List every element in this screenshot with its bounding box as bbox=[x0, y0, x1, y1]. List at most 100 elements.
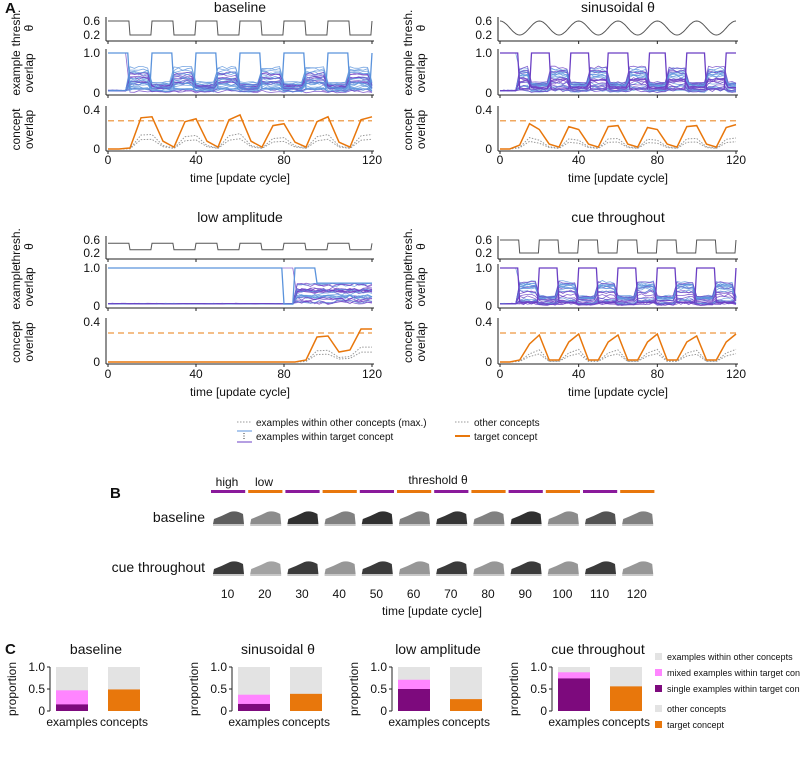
shoe-image bbox=[547, 561, 579, 576]
shoe-sole bbox=[324, 574, 356, 576]
shoe-sole bbox=[399, 574, 430, 576]
threshold-phase-bar bbox=[471, 490, 506, 493]
y-axis-title: proportion bbox=[187, 662, 201, 716]
example-overlap-axis-label: overlap bbox=[22, 53, 36, 93]
y-tick-label: 0 bbox=[220, 704, 227, 718]
shoe-image bbox=[250, 511, 282, 526]
shoe-sole bbox=[213, 574, 244, 576]
concept-overlap-axis-label: concept bbox=[401, 320, 415, 363]
thresh-tick-label: 0.6 bbox=[83, 233, 100, 247]
threshold-phase-bar bbox=[434, 490, 469, 493]
threshold-phase-bar bbox=[508, 490, 543, 493]
y-tick-label: 0 bbox=[380, 704, 387, 718]
y-tick-label: 0.5 bbox=[210, 682, 227, 696]
example-tick-label: 0 bbox=[485, 86, 492, 100]
target-example-trace bbox=[500, 52, 736, 90]
thresh-axis-label: θ bbox=[414, 24, 428, 31]
shoe-shape bbox=[361, 511, 393, 524]
shoe-sole bbox=[436, 524, 468, 526]
time-label: 20 bbox=[258, 587, 272, 601]
bar-concepts-target bbox=[290, 693, 322, 711]
concept-overlap-axis-label: overlap bbox=[22, 322, 36, 362]
thresh-axis-label: thresh. bbox=[401, 10, 415, 47]
bar-chart-title: low amplitude bbox=[395, 641, 481, 657]
threshold-phase-bar bbox=[211, 490, 246, 493]
threshold-phase-bar bbox=[322, 490, 357, 493]
x-tick-label: 80 bbox=[277, 367, 291, 381]
time-label: 70 bbox=[444, 587, 458, 601]
shoe-sole bbox=[250, 524, 282, 526]
panel-label-b: B bbox=[110, 485, 121, 502]
bar-examples-single bbox=[238, 703, 270, 711]
time-label: 110 bbox=[590, 587, 609, 601]
shoe-sole bbox=[585, 574, 616, 576]
shoe-shape bbox=[287, 561, 319, 574]
example-overlap-trace bbox=[499, 88, 737, 93]
threshold-line bbox=[108, 20, 373, 36]
x-tick-label: 80 bbox=[651, 367, 665, 381]
low-label: low bbox=[255, 475, 273, 489]
target-concept-line bbox=[108, 328, 372, 363]
subplot-title: sinusoidal θ bbox=[581, 0, 655, 15]
shoe-shape bbox=[361, 561, 393, 574]
shoe-sole bbox=[622, 524, 654, 526]
concept-tick-label: 0.4 bbox=[83, 103, 100, 117]
category-label: examples bbox=[548, 715, 599, 729]
example-overlap-trace bbox=[108, 87, 373, 93]
shoe-shape bbox=[622, 511, 654, 524]
example-tick-label: 1.0 bbox=[83, 46, 100, 60]
shoe-shape bbox=[399, 511, 430, 524]
example-overlap-axis-label: example bbox=[9, 264, 23, 310]
shoe-image bbox=[622, 561, 654, 576]
legend-label: other concepts bbox=[667, 704, 727, 714]
concept-tick-label: 0 bbox=[485, 142, 492, 156]
thresh-axis-label: θ bbox=[414, 243, 428, 250]
shoe-sole bbox=[250, 574, 282, 576]
thresh-tick-label: 0.2 bbox=[83, 28, 100, 42]
y-tick-label: 0.5 bbox=[370, 682, 387, 696]
legend-swatch bbox=[655, 669, 662, 676]
y-axis-title: proportion bbox=[347, 662, 361, 716]
time-label: 10 bbox=[221, 587, 235, 601]
shoe-image bbox=[361, 511, 393, 526]
shoe-sole bbox=[436, 574, 468, 576]
x-tick-label: 0 bbox=[105, 367, 112, 381]
example-overlap-axis-label: overlap bbox=[22, 267, 36, 307]
legend-target-concept: target concept bbox=[474, 432, 538, 443]
shoe-sole bbox=[510, 574, 542, 576]
bar-chart-title: cue throughout bbox=[551, 641, 645, 657]
threshold-header: threshold θ bbox=[408, 473, 468, 487]
shoe-shape bbox=[510, 561, 542, 574]
category-label: concepts bbox=[100, 715, 148, 729]
target-concept-line bbox=[500, 332, 737, 363]
example-overlap-trace bbox=[499, 286, 737, 305]
shoe-shape bbox=[547, 561, 579, 574]
thresh-axis-label: thresh. bbox=[401, 228, 415, 265]
x-tick-label: 80 bbox=[651, 153, 665, 167]
example-tick-label: 0 bbox=[93, 299, 100, 313]
example-overlap-axis-label: example bbox=[401, 264, 415, 310]
shoe-shape bbox=[399, 561, 430, 574]
threshold-line bbox=[499, 20, 737, 36]
threshold-line bbox=[108, 242, 373, 251]
shoe-shape bbox=[250, 511, 282, 524]
example-overlap-trace bbox=[500, 300, 737, 306]
shoe-sole bbox=[510, 524, 542, 526]
legend-label: examples within other concepts bbox=[667, 652, 793, 662]
shoe-sole bbox=[324, 524, 356, 526]
x-tick-label: 40 bbox=[189, 367, 203, 381]
shoe-image bbox=[324, 561, 356, 576]
threshold-phase-bar bbox=[620, 490, 655, 493]
shoe-shape bbox=[287, 511, 319, 524]
time-label: 60 bbox=[407, 587, 421, 601]
target-concept-line bbox=[108, 113, 373, 150]
thresh-tick-label: 0.6 bbox=[475, 233, 492, 247]
y-tick-label: 0 bbox=[540, 704, 547, 718]
shoe-shape bbox=[436, 511, 468, 524]
example-overlap-axis-label: overlap bbox=[414, 53, 428, 93]
bar-concepts-target bbox=[450, 699, 482, 711]
category-label: examples bbox=[388, 715, 439, 729]
concept-overlap-axis-label: overlap bbox=[414, 322, 428, 362]
y-axis-title: proportion bbox=[5, 662, 19, 716]
